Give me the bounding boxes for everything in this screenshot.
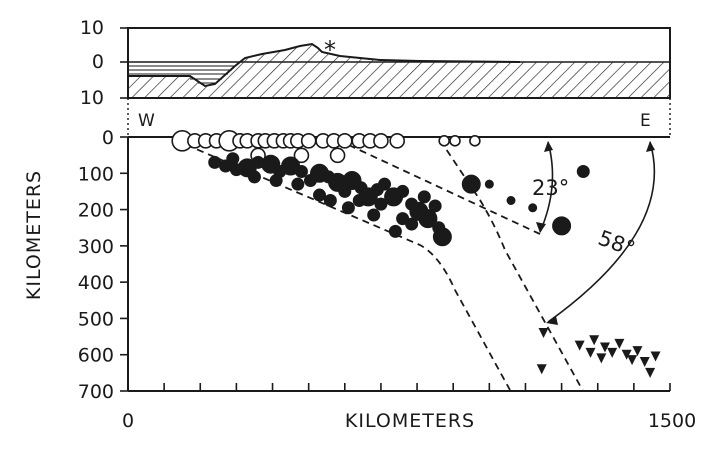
deep-earthquake-triangle bbox=[632, 346, 643, 357]
shallow-angle-arc bbox=[539, 141, 554, 233]
intermediate-earthquake-dot bbox=[552, 216, 572, 236]
angle-arrowheads bbox=[536, 141, 655, 325]
depth-tick-label: 100 bbox=[78, 163, 114, 185]
depth-tick-label: 400 bbox=[78, 272, 114, 294]
intermediate-earthquake-dot bbox=[208, 155, 222, 169]
intermediate-earthquake-dot bbox=[418, 209, 438, 229]
profile-y-ticks bbox=[120, 27, 128, 99]
upper-boundary-line bbox=[174, 139, 511, 391]
volcano-marker: * bbox=[324, 36, 336, 64]
deep-earthquake-triangle bbox=[585, 347, 596, 358]
crust-hatched-area bbox=[128, 62, 670, 98]
deep-earthquake-triangle bbox=[621, 349, 632, 360]
intermediate-earthquake-dot bbox=[576, 164, 590, 178]
steep-angle-label: 58° bbox=[595, 226, 638, 261]
intermediate-earthquake-dot bbox=[269, 174, 283, 188]
intermediate-earthquake-dot bbox=[374, 197, 388, 211]
profile-y-tick: 10 bbox=[80, 87, 104, 109]
intermediate-earthquake-dot bbox=[506, 196, 516, 205]
shallow-earthquake-circle bbox=[449, 135, 461, 147]
intermediate-earthquake-dot bbox=[417, 190, 431, 204]
seismic-zone-boundaries bbox=[174, 139, 584, 392]
intermediate-earthquake-dot bbox=[226, 152, 240, 166]
east-label: E bbox=[640, 111, 651, 131]
depth-tick-label: 0 bbox=[102, 127, 114, 149]
deep-earthquake-triangle bbox=[650, 351, 661, 362]
shallow-dip-line bbox=[337, 139, 541, 235]
steep-angle-arc bbox=[547, 141, 656, 323]
intermediate-earthquake-dot bbox=[528, 203, 538, 213]
intermediate-earthquake-dot bbox=[461, 174, 481, 194]
depth-tick-label: 300 bbox=[78, 236, 114, 258]
distance-axis-ticks bbox=[127, 383, 671, 391]
shallow-earthquake-circle bbox=[293, 147, 310, 164]
intermediate-earthquake-dot bbox=[428, 199, 442, 213]
shallow-earthquakes bbox=[171, 130, 481, 164]
intermediate-earthquake-dot bbox=[396, 184, 410, 198]
depth-tick-label: 700 bbox=[78, 381, 114, 403]
depth-section-panel: W E 0 100 200 300 400 500 600 700 0 1500 KILOME… bbox=[23, 111, 696, 432]
shallow-earthquake-circle bbox=[300, 133, 317, 149]
deep-earthquakes bbox=[536, 327, 661, 378]
intermediate-earthquake-dot bbox=[388, 224, 402, 238]
shallow-earthquake-circle bbox=[438, 135, 450, 147]
x-tick-label-start: 0 bbox=[122, 410, 134, 432]
intermediate-earthquake-dot bbox=[484, 179, 494, 189]
deep-earthquake-triangle bbox=[589, 335, 600, 346]
deep-earthquake-triangle bbox=[614, 338, 625, 349]
depth-axis-ticks: 0 100 200 300 400 500 600 700 bbox=[78, 127, 128, 403]
y-axis-title: KILOMETERS bbox=[23, 170, 45, 300]
west-label: W bbox=[138, 111, 155, 131]
deep-earthquake-triangle bbox=[536, 364, 547, 375]
lower-boundary-line bbox=[439, 139, 584, 392]
panel-connectors bbox=[127, 98, 671, 137]
deep-earthquake-triangle bbox=[639, 356, 650, 367]
intermediate-earthquake-dot bbox=[294, 164, 308, 178]
deep-earthquake-triangle bbox=[627, 355, 638, 366]
shallow-earthquake-circle bbox=[373, 133, 389, 149]
x-tick-label-end: 1500 bbox=[648, 410, 696, 432]
intermediate-earthquake-dot bbox=[367, 208, 381, 222]
profile-y-tick: 0 bbox=[92, 51, 104, 73]
intermediate-earthquakes bbox=[208, 152, 590, 247]
deep-earthquake-triangle bbox=[607, 347, 618, 358]
deep-earthquake-triangle bbox=[538, 327, 549, 338]
shallow-earthquake-circle bbox=[336, 133, 353, 149]
x-axis-title: KILOMETERS bbox=[345, 410, 475, 432]
land-fill bbox=[235, 44, 520, 66]
shallow-angle-label: 23° bbox=[532, 176, 569, 200]
intermediate-earthquake-dot bbox=[291, 177, 305, 191]
shallow-earthquake-circle bbox=[329, 147, 346, 164]
trench-outline bbox=[128, 65, 236, 88]
depth-tick-label: 200 bbox=[78, 200, 114, 222]
intermediate-earthquake-dot bbox=[378, 177, 392, 191]
angle-arcs bbox=[539, 141, 656, 323]
topographic-profile-panel: * 10 0 10 bbox=[80, 17, 671, 109]
intermediate-earthquake-dot bbox=[341, 201, 355, 215]
intermediate-earthquake-dot bbox=[247, 170, 261, 184]
intermediate-earthquake-dot bbox=[405, 217, 419, 231]
intermediate-earthquake-dot bbox=[352, 194, 366, 207]
intermediate-earthquake-dot bbox=[323, 194, 337, 207]
depth-tick-label: 600 bbox=[78, 345, 114, 367]
intermediate-earthquake-dot bbox=[313, 188, 327, 202]
intermediate-earthquake-dot bbox=[432, 227, 452, 247]
depth-tick-label: 500 bbox=[78, 308, 114, 330]
shallow-earthquake-circle bbox=[389, 133, 405, 149]
deep-earthquake-triangle bbox=[574, 340, 585, 351]
deep-earthquake-triangle bbox=[645, 367, 656, 378]
deep-earthquake-triangle bbox=[596, 353, 607, 364]
shallow-earthquake-circle bbox=[469, 135, 481, 147]
profile-y-tick: 10 bbox=[80, 17, 104, 39]
deep-earthquake-triangle bbox=[599, 342, 610, 353]
